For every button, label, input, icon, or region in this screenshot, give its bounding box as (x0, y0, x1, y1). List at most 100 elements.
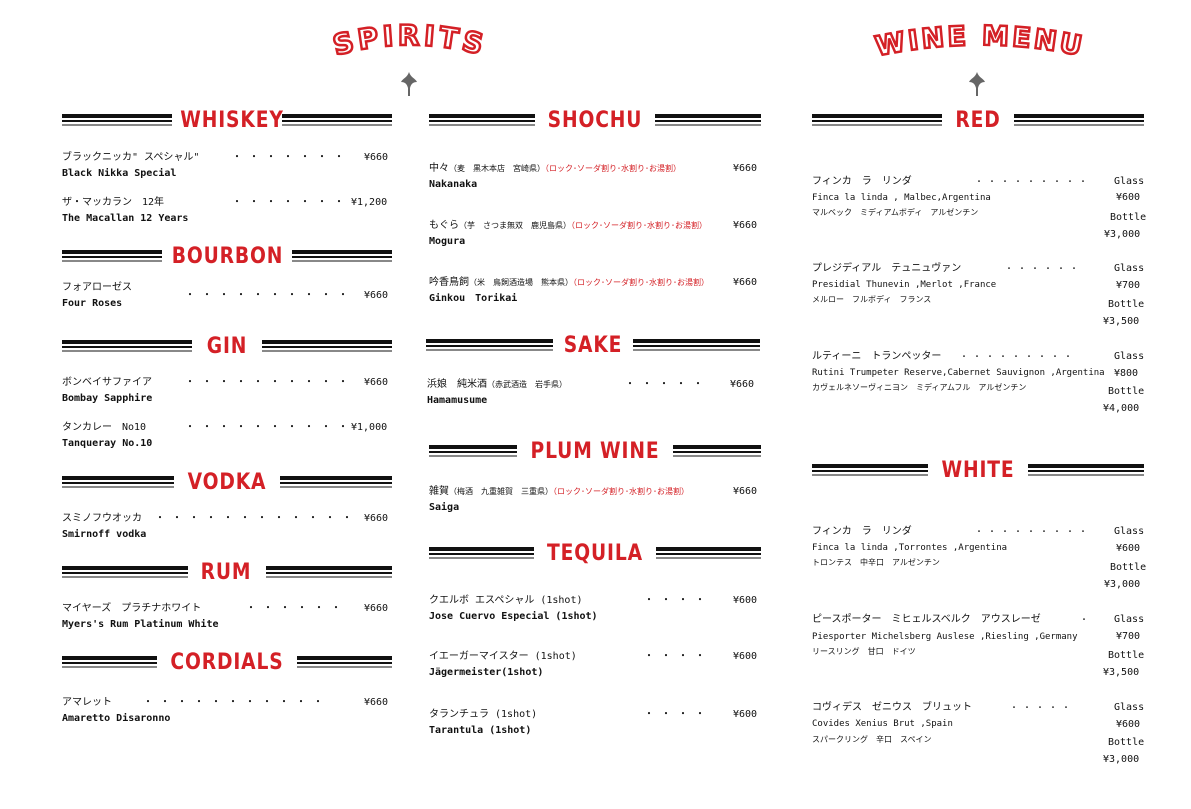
item-en: Piesporter Michelsberg Auslese ,Riesling… (812, 632, 1078, 642)
glass-label: Glass (1114, 351, 1145, 362)
item-style: カヴェルネソーヴィニヨン ミディアムフル アルゼンチン (812, 383, 1027, 392)
section-title-shochu: SHOCHU (547, 108, 643, 133)
section-title-red: RED (955, 108, 1001, 133)
item-price: ¥660 (733, 163, 758, 174)
item-jp: ルティーニ トランペッター (812, 351, 942, 362)
item-origin: （麦 黒木本店 宮崎県） (449, 164, 545, 173)
fleur-ornament-icon (401, 72, 417, 96)
title-bar (62, 476, 174, 488)
item-jp: タランチュラ (1shot) (429, 709, 538, 720)
item-jp: ブラックニッカ" スペシャル" (62, 152, 200, 163)
shochu-item-row: 吟香鳥飼（米 鳥飼酒造場 熊本県）（ロック･ソーダ割り･水割り･お湯割） (429, 277, 709, 289)
title-bar (292, 250, 392, 262)
title-bar (426, 339, 553, 351)
title-bar (266, 566, 392, 578)
item-origin: （米 鳥飼酒造場 熊本県） (469, 278, 573, 287)
leader-dots: ・ (1080, 615, 1093, 624)
item-price: ¥1,200 (351, 197, 388, 208)
bottle-price: ¥3,000 (1104, 229, 1141, 240)
item-price: ¥660 (733, 220, 758, 231)
leader-dots: ・・・・ (644, 651, 712, 662)
glass-price: ¥800 (1114, 368, 1139, 379)
title-bar (62, 114, 172, 126)
item-jp: 雑賀 (429, 486, 449, 497)
section-title-sake: SAKE (563, 333, 623, 358)
item-style: スパークリング 辛口 スペイン (812, 735, 932, 744)
leader-dots: ・・・・・・・・・・・ (143, 697, 330, 708)
item-price: ¥600 (733, 595, 758, 606)
item-jp: タンカレー No10 (62, 422, 147, 433)
bottle-label: Bottle (1108, 650, 1145, 661)
item-en: Four Roses (62, 298, 123, 309)
item-jp: 吟香鳥飼 (429, 277, 469, 288)
item-jp: ボンベイサファイア (62, 377, 152, 388)
item-jp: 浜娘 純米酒 (427, 379, 487, 390)
glass-label: Glass (1114, 263, 1145, 274)
item-jp: アマレット (62, 697, 112, 708)
glass-label: Glass (1114, 702, 1145, 713)
item-en: Ginkou Torikai (429, 293, 518, 304)
title-bar (62, 340, 192, 352)
title-bar (673, 445, 761, 457)
title-bar (429, 114, 535, 126)
section-title-cordials: CORDIALS (170, 650, 284, 675)
glass-price: ¥700 (1116, 280, 1141, 291)
item-jp: ピースポーター ミヒェルスベルク アウスレーゼ (812, 614, 1041, 625)
item-price: ¥660 (364, 697, 389, 708)
title-bar (812, 114, 942, 126)
leader-dots: ・・・・・・・・・・ (185, 377, 355, 388)
bottle-price: ¥3,000 (1103, 754, 1140, 765)
leader-dots: ・・・・・・・ (232, 152, 351, 163)
item-en: Amaretto Disaronno (62, 713, 171, 724)
sake-item-row: 浜娘 純米酒（赤武酒造 岩手県） (427, 379, 567, 391)
item-jp: スミノフウオッカ (62, 513, 142, 524)
item-price: ¥660 (730, 379, 755, 390)
glass-price: ¥600 (1116, 719, 1141, 730)
item-price: ¥660 (364, 377, 389, 388)
item-origin: （芋 さつま無双 鹿児島県） (459, 221, 571, 230)
item-price: ¥600 (733, 651, 758, 662)
item-en: Finca la linda ,Torrontes ,Argentina (812, 543, 1008, 553)
leader-dots: ・・・・・・・・・ (975, 527, 1092, 536)
item-style: トロンテス 中辛口 アルゼンチン (812, 558, 940, 567)
bottle-label: Bottle (1108, 299, 1145, 310)
item-jp: ザ・マッカラン 12年 (62, 197, 165, 208)
bottle-price: ¥4,000 (1103, 403, 1140, 414)
section-title-whiskey: WHISKEY (180, 108, 284, 133)
item-jp: もぐら (429, 220, 459, 231)
item-price: ¥660 (733, 277, 758, 288)
leader-dots: ・・・・・・ (246, 603, 348, 614)
leader-dots: ・・・・・・・・・ (975, 177, 1092, 186)
shochu-item-row: 中々（麦 黒木本店 宮崎県）（ロック･ソーダ割り･水割り･お湯割） (429, 163, 681, 175)
title-bar (633, 339, 760, 351)
section-title-rum: RUM (200, 560, 252, 585)
item-jp: フィンカ ラ リンダ (812, 176, 912, 187)
item-price: ¥660 (733, 486, 758, 497)
title-bar (280, 476, 392, 488)
bottle-price: ¥3,500 (1103, 316, 1140, 327)
item-price: ¥1,000 (351, 422, 388, 433)
title-bar (62, 656, 157, 668)
item-en: Finca la linda , Malbec,Argentina (812, 193, 991, 203)
item-en: Covides Xenius Brut ,Spain (812, 719, 953, 729)
glass-label: Glass (1114, 614, 1145, 625)
section-title-plum-wine: PLUM WINE (530, 439, 660, 464)
item-price: ¥660 (364, 513, 389, 524)
fleur-ornament-icon (969, 72, 985, 96)
item-jp: プレジディアル テュニュヴァン (812, 263, 962, 274)
item-style: リースリング 甘口 ドイツ (812, 647, 916, 656)
item-jp: フォアローゼス (62, 282, 132, 293)
bottle-label: Bottle (1108, 386, 1145, 397)
title-bar (429, 445, 517, 457)
item-en: Presidial Thunevin ,Merlot ,France (812, 280, 997, 290)
item-en: Jose Cuervo Especial (1shot) (429, 611, 598, 622)
item-jp: イエーガーマイスター (1shot) (429, 651, 577, 662)
title-bar (1028, 464, 1144, 476)
item-en: Jägermeister(1shot) (429, 667, 544, 678)
item-en: Bombay Sapphire (62, 393, 153, 404)
item-price: ¥600 (733, 709, 758, 720)
item-jp: マイヤーズ プラチナホワイト (62, 603, 202, 614)
item-price: ¥660 (364, 603, 389, 614)
item-en: Rutini Trumpeter Reserve,Cabernet Sauvig… (812, 368, 1105, 378)
title-bar (429, 547, 534, 559)
